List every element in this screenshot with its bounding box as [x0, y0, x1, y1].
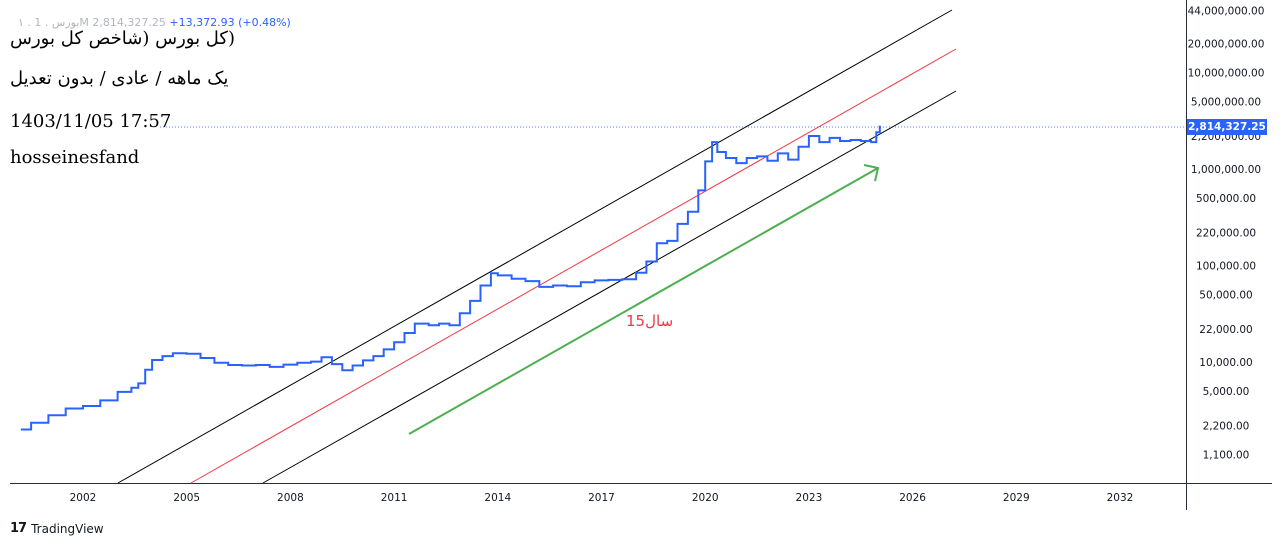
- legend-symbol: ۱ . بورس . 1M: [18, 16, 89, 29]
- tradingview-logo[interactable]: 17 TradingView: [10, 521, 104, 536]
- time-axis[interactable]: 2002 2005 2008 2011 2014 2017 2020 2023 2026 2029…: [70, 492, 1134, 504]
- price-tick-label: 10,000,000.00: [1188, 68, 1265, 80]
- overlay-datetime: 1403/11/05 17:57: [10, 111, 172, 132]
- tradingview-icon: 17: [10, 521, 27, 536]
- time-tick-label: 2029: [1003, 492, 1030, 504]
- trend-arrow-head: [863, 164, 880, 182]
- last-price-label: 2,814,327.25: [1187, 119, 1267, 135]
- legend-change: +13,372.93 (+0.48%): [169, 16, 291, 29]
- time-tick-label: 2005: [173, 492, 200, 504]
- time-tick-label: 2023: [796, 492, 823, 504]
- index-price-series: [20, 125, 881, 431]
- time-tick-label: 2014: [484, 492, 511, 504]
- channel-lower-line: [262, 90, 957, 484]
- price-tick-label: 10,000.00: [1199, 357, 1252, 369]
- overlay-subtitle: یک ماهه / عادی / بدون تعدیل: [10, 68, 229, 89]
- time-tick-label: 2017: [588, 492, 615, 504]
- price-tick-label: 50,000.00: [1199, 290, 1252, 302]
- channel-mid-line: [190, 48, 957, 484]
- price-axis[interactable]: 44,000,000.00 20,000,000.00 10,000,000.00 5…: [1188, 5, 1265, 461]
- tradingview-wordmark: TradingView: [31, 521, 104, 536]
- legend-price: 2,814,327.25: [92, 16, 166, 29]
- price-tick-label: 2,200.00: [1203, 420, 1250, 432]
- trend-arrow: [408, 164, 880, 435]
- price-tick-label: 20,000,000.00: [1188, 38, 1265, 50]
- trend-arrow-shaft: [408, 167, 879, 435]
- symbol-legend: ۱ . بورس . 1M 2,814,327.25 +13,372.93 (+…: [18, 16, 291, 29]
- price-tick-label: 1,100.00: [1203, 450, 1250, 462]
- price-tick-label: 1,000,000.00: [1191, 164, 1261, 176]
- time-tick-label: 2002: [70, 492, 97, 504]
- overlay-author: hosseinesfand: [10, 147, 140, 168]
- overlay-title: (کل بورس (شاخص کل بورس: [10, 28, 236, 49]
- price-tick-label: 5,000,000.00: [1191, 97, 1261, 109]
- trend-channel: [117, 9, 957, 484]
- duration-annotation: 15سال: [626, 312, 673, 330]
- time-tick-label: 2032: [1107, 492, 1134, 504]
- time-tick-label: 2008: [277, 492, 304, 504]
- channel-upper-line: [117, 9, 953, 484]
- price-tick-label: 5,000.00: [1203, 386, 1250, 398]
- time-tick-label: 2026: [899, 492, 926, 504]
- price-tick-label: 22,000.00: [1199, 324, 1252, 336]
- time-tick-label: 2020: [692, 492, 719, 504]
- time-tick-label: 2011: [381, 492, 408, 504]
- price-tick-label: 100,000.00: [1196, 261, 1256, 273]
- price-tick-label: 44,000,000.00: [1188, 5, 1265, 17]
- price-tick-label: 500,000.00: [1196, 193, 1256, 205]
- price-tick-label: 220,000.00: [1196, 227, 1256, 239]
